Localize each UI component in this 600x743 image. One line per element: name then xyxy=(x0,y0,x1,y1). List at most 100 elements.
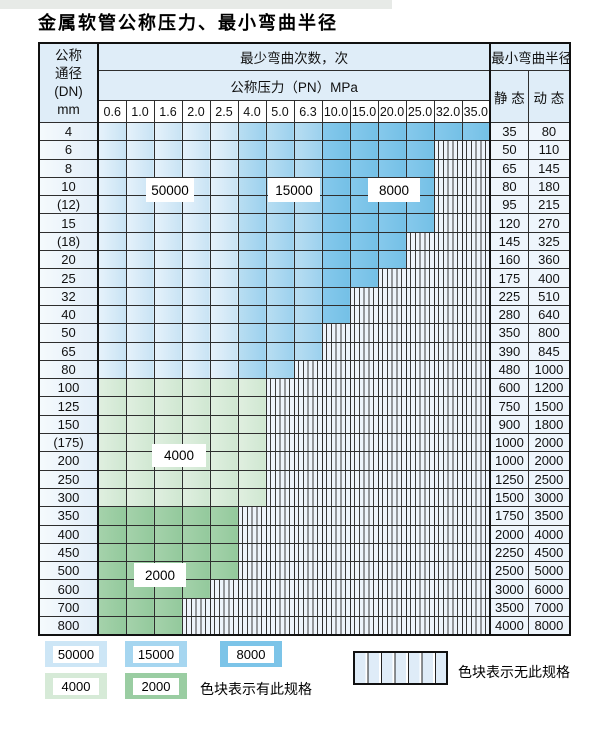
spec-cell-b1 xyxy=(125,231,155,252)
table-row: (175) 1000 2000 xyxy=(38,433,571,453)
spec-cell-g1 xyxy=(125,433,155,453)
spec-cell-h xyxy=(461,158,491,178)
spec-cell-h xyxy=(321,396,351,416)
spec-cell-h xyxy=(405,359,435,380)
dn-cell: 450 xyxy=(38,542,99,563)
spec-cell-h xyxy=(461,487,491,508)
spec-cell-h xyxy=(461,433,491,453)
spec-cell-g1 xyxy=(181,469,211,489)
static-value-cell: 1500 xyxy=(489,487,529,508)
spec-cell-g1 xyxy=(153,378,183,398)
spec-cell-h xyxy=(293,433,323,453)
spec-cell-g1 xyxy=(153,469,183,489)
spec-cell-b2 xyxy=(293,250,323,270)
static-value-cell: 120 xyxy=(489,213,529,233)
spec-cell-b2 xyxy=(237,121,267,142)
spec-cell-h xyxy=(433,524,463,544)
static-value-cell: 160 xyxy=(489,250,529,270)
pressure-column-header: 25.0 xyxy=(405,100,435,123)
dynamic-value-cell: 2000 xyxy=(527,451,571,471)
spec-cell-g2 xyxy=(125,597,155,618)
spec-cell-b1 xyxy=(153,359,183,380)
spec-cell-h xyxy=(405,286,435,306)
spec-cell-h xyxy=(265,506,295,526)
spec-cell-g1 xyxy=(237,414,267,435)
spec-cell-b3 xyxy=(377,121,407,142)
spec-cell-g2 xyxy=(97,506,127,526)
spec-cell-h xyxy=(377,616,407,636)
spec-cell-b1 xyxy=(209,323,239,343)
spec-cell-b1 xyxy=(209,158,239,178)
spec-cell-h xyxy=(237,579,267,599)
legend-no-spec-text: 色块表示无此规格 xyxy=(458,664,570,680)
overlay-label-50000: 50000 xyxy=(146,178,194,202)
dynamic-value-cell: 1000 xyxy=(527,359,571,380)
spec-cell-h xyxy=(405,616,435,636)
spec-cell-b1 xyxy=(181,304,211,325)
spec-cell-h xyxy=(265,542,295,563)
spec-cell-h xyxy=(377,506,407,526)
spec-cell-h xyxy=(237,616,267,636)
spec-cell-b1 xyxy=(153,250,183,270)
dn-header-cell: 公称 通径 (DN) mm xyxy=(38,42,99,123)
static-value-cell: 2250 xyxy=(489,542,529,563)
spec-cell-h xyxy=(377,286,407,306)
spec-cell-h xyxy=(461,286,491,306)
spec-cell-h xyxy=(209,579,239,599)
spec-cell-h xyxy=(181,616,211,636)
spec-cell-g1 xyxy=(125,378,155,398)
table-row: 15 120 270 xyxy=(38,213,571,233)
pressure-column-header: 1.6 xyxy=(153,100,183,123)
spec-cell-h xyxy=(293,542,323,563)
spec-cell-h xyxy=(321,341,351,361)
legend-has-spec-text: 色块表示有此规格 xyxy=(200,681,312,697)
spec-cell-b2 xyxy=(265,304,295,325)
spec-cell-b3 xyxy=(321,140,351,160)
spec-cell-h xyxy=(321,451,351,471)
spec-cell-h xyxy=(265,524,295,544)
spec-cell-b1 xyxy=(153,140,183,160)
pressure-column-header: 35.0 xyxy=(461,100,491,123)
spec-cell-g2 xyxy=(181,579,211,599)
page-title: 金属软管公称压力、最小弯曲半径 xyxy=(38,13,338,34)
dynamic-value-cell: 360 xyxy=(527,250,571,270)
spec-cell-b2 xyxy=(237,140,267,160)
spec-cell-h xyxy=(377,597,407,618)
static-value-cell: 145 xyxy=(489,231,529,252)
spec-cell-b1 xyxy=(181,158,211,178)
spec-cell-b1 xyxy=(125,121,155,142)
spec-cell-b2 xyxy=(293,341,323,361)
spec-cell-h xyxy=(349,597,379,618)
static-value-cell: 1000 xyxy=(489,433,529,453)
spec-cell-h xyxy=(461,561,491,581)
spec-cell-h xyxy=(321,359,351,380)
pressure-column-header: 5.0 xyxy=(265,100,295,123)
table-row: 500 2500 5000 xyxy=(38,561,571,581)
dn-cell: 150 xyxy=(38,414,99,435)
spec-cell-h xyxy=(265,396,295,416)
spec-cell-b2 xyxy=(293,304,323,325)
spec-cell-b3 xyxy=(349,158,379,178)
spec-cell-g2 xyxy=(181,524,211,544)
spec-cell-b3 xyxy=(405,121,435,142)
dynamic-header: 动 态 xyxy=(527,70,571,123)
spec-cell-g1 xyxy=(97,433,127,453)
legend-swatch-4000: 4000 xyxy=(45,673,107,699)
spec-cell-h xyxy=(433,616,463,636)
spec-cell-b1 xyxy=(153,341,183,361)
spec-cell-h xyxy=(461,231,491,252)
spec-cell-b2 xyxy=(265,213,295,233)
dn-cell: 500 xyxy=(38,561,99,581)
spec-cell-g1 xyxy=(209,396,239,416)
spec-cell-h xyxy=(433,359,463,380)
spec-cell-h xyxy=(377,323,407,343)
spec-cell-b1 xyxy=(153,268,183,288)
spec-cell-b1 xyxy=(209,213,239,233)
spec-cell-b2 xyxy=(293,121,323,142)
spec-cell-b1 xyxy=(97,286,127,306)
spec-cell-h xyxy=(321,616,351,636)
spec-cell-h xyxy=(461,469,491,489)
static-value-cell: 225 xyxy=(489,286,529,306)
spec-cell-h xyxy=(405,396,435,416)
spec-cell-h xyxy=(377,396,407,416)
